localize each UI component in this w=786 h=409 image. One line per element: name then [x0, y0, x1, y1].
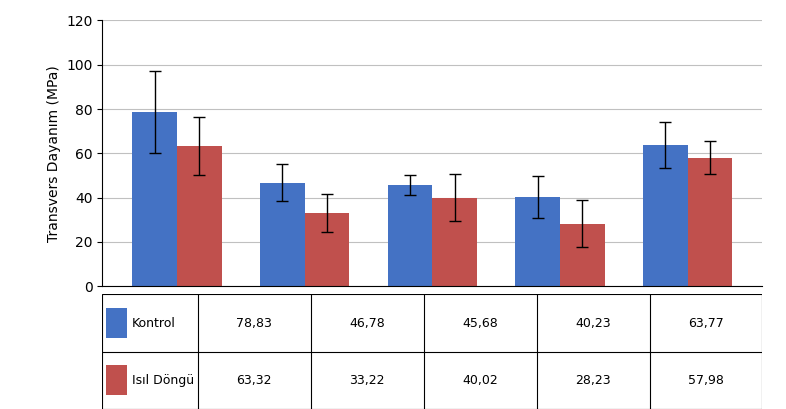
Text: 57,98: 57,98 — [688, 374, 724, 387]
Text: 63,32: 63,32 — [237, 374, 272, 387]
Text: 28,23: 28,23 — [575, 374, 611, 387]
Text: Isıl Döngü: Isıl Döngü — [132, 374, 194, 387]
Y-axis label: Transvers Dayanım (MPa): Transvers Dayanım (MPa) — [46, 65, 61, 242]
Bar — [106, 308, 127, 338]
Bar — [688, 158, 733, 286]
Text: 45,68: 45,68 — [462, 317, 498, 330]
Bar — [432, 198, 477, 286]
Text: Kontrol: Kontrol — [132, 317, 176, 330]
Text: 33,22: 33,22 — [350, 374, 385, 387]
Text: 46,78: 46,78 — [350, 317, 385, 330]
Bar — [643, 145, 688, 286]
Bar — [177, 146, 222, 286]
Bar — [132, 112, 177, 286]
Text: 40,23: 40,23 — [575, 317, 611, 330]
Bar — [516, 197, 560, 286]
Bar — [106, 366, 127, 395]
Bar — [260, 183, 305, 286]
Bar — [560, 224, 604, 286]
Bar — [305, 213, 349, 286]
Text: 40,02: 40,02 — [462, 374, 498, 387]
Text: 63,77: 63,77 — [688, 317, 724, 330]
Text: 78,83: 78,83 — [237, 317, 272, 330]
Bar — [387, 185, 432, 286]
